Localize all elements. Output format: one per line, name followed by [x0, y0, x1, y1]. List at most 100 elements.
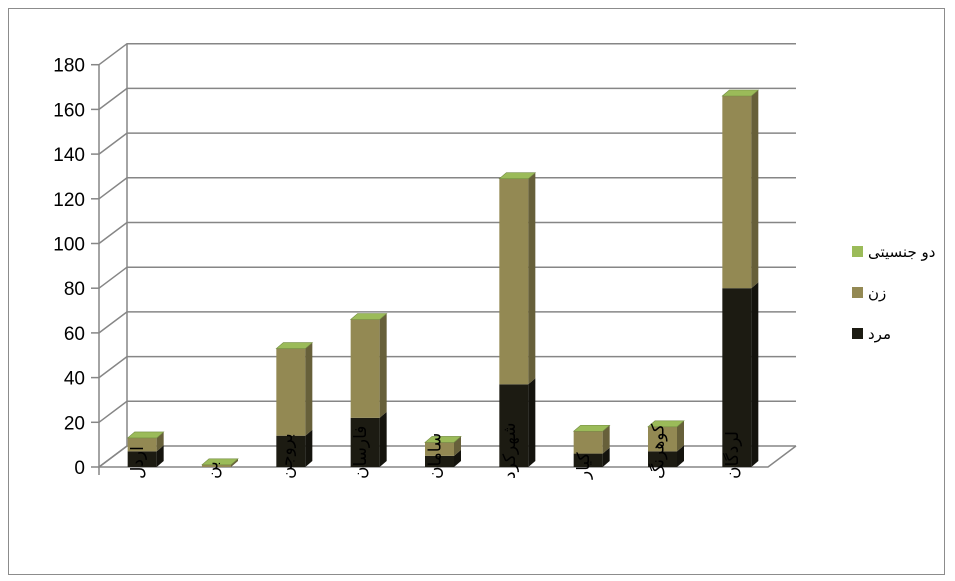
- y-tick-label: 100: [53, 235, 85, 256]
- bar-segment: [722, 89, 759, 289]
- y-tick-label: 60: [64, 324, 85, 345]
- bar-segment: [722, 282, 759, 467]
- category-label: کیار: [574, 451, 594, 480]
- category-label: کوهرنگ: [648, 423, 669, 479]
- category-label: بروجن: [277, 433, 297, 479]
- bar-top: [647, 420, 685, 428]
- bar-front: [573, 431, 603, 454]
- bar-segment: [276, 429, 313, 467]
- bar-side: [305, 342, 313, 436]
- category-label: اردل: [128, 446, 148, 479]
- bar-top: [201, 458, 239, 466]
- bar-side: [528, 378, 536, 467]
- bar-segment: [350, 313, 387, 418]
- back-wall-edge: [98, 43, 128, 469]
- floor-edge: [99, 445, 797, 468]
- bar-side: [677, 445, 684, 467]
- legend-swatch: [852, 328, 863, 339]
- category-label: فارسان: [351, 426, 371, 479]
- bar-segment: [425, 436, 461, 456]
- bar-front: [276, 348, 306, 436]
- legend: دو جنسیتی زن مرد: [852, 243, 935, 343]
- y-tick-label: 40: [64, 369, 85, 390]
- bar-segment: [573, 425, 610, 454]
- legend-item: دو جنسیتی: [852, 243, 935, 261]
- bar-segment: [350, 411, 387, 467]
- bars: [126, 89, 760, 467]
- bar-top: [498, 172, 537, 179]
- bar-top: [349, 313, 388, 320]
- bar-front: [127, 451, 157, 467]
- gridline: [98, 445, 796, 468]
- bar-side: [379, 313, 387, 418]
- y-tick-label: 20: [64, 413, 85, 434]
- bar-top: [424, 436, 462, 443]
- bar-side: [231, 458, 238, 467]
- bar-segment: [425, 449, 461, 467]
- y-tick-label: 80: [64, 279, 85, 300]
- bar-segment: [648, 445, 684, 467]
- bar-side: [305, 429, 313, 467]
- y-tick-label: 180: [53, 56, 85, 77]
- bar-top: [126, 431, 165, 439]
- bar-top: [572, 424, 611, 432]
- gridline: [98, 311, 796, 334]
- legend-swatch: [852, 246, 863, 257]
- x-axis-categories: اردل بن بروجن فارسان سامان شهرکرد کیار کوهرنگ لر…: [128, 422, 743, 480]
- bar-side: [602, 425, 610, 454]
- bar-front: [425, 442, 454, 456]
- category-label: شهرکرد: [500, 422, 520, 479]
- legend-item: زن: [852, 284, 886, 302]
- bar-front: [722, 288, 752, 467]
- y-axis-ticks: 0 20 40 60 80 100 120 140 160 180: [53, 56, 85, 479]
- y-tick-label: 120: [53, 190, 85, 211]
- legend-swatch: [852, 287, 863, 298]
- gridline: [98, 400, 796, 423]
- bar-front: [127, 437, 157, 452]
- bar-front: [425, 455, 454, 467]
- chart-frame: [8, 8, 945, 575]
- gridline: [98, 355, 796, 379]
- bar-side: [751, 89, 759, 289]
- bar-side: [156, 445, 164, 467]
- gridline: [98, 87, 796, 111]
- bar-segment: [127, 445, 164, 467]
- bar-front: [573, 453, 603, 467]
- bar-segment: [499, 378, 536, 467]
- gridlines: [91, 42, 796, 468]
- bar-front: [648, 426, 677, 452]
- bar-segment: [276, 342, 313, 436]
- legend-item: مرد: [852, 325, 891, 343]
- bar-front: [499, 384, 529, 467]
- category-label: بن: [203, 461, 223, 479]
- gridline: [98, 266, 796, 289]
- bar-side: [677, 420, 684, 452]
- bar-side: [528, 172, 536, 385]
- bar-front: [722, 95, 752, 289]
- y-tick-label: 160: [53, 100, 85, 121]
- bar-top: [721, 89, 760, 97]
- gridline: [98, 42, 796, 66]
- bar-segment: [573, 447, 610, 467]
- category-label: لردگان: [722, 431, 743, 479]
- bar-front: [499, 178, 529, 385]
- bar-front: [648, 451, 677, 467]
- bar-side: [602, 447, 610, 467]
- y-tick-label: 0: [74, 458, 85, 479]
- bar-segment: [648, 420, 684, 452]
- bar-segment: [499, 172, 536, 385]
- bar-front: [350, 417, 380, 467]
- bar-front: [350, 319, 380, 418]
- bar-front: [276, 435, 306, 467]
- legend-label: مرد: [868, 325, 891, 343]
- bar-side: [379, 411, 387, 467]
- legend-label: زن: [868, 284, 886, 302]
- gridline: [98, 221, 796, 245]
- bar-side: [751, 282, 759, 467]
- legend-label: دو جنسیتی: [868, 243, 935, 261]
- category-label: سامان: [426, 433, 446, 479]
- chart-walls: [98, 43, 797, 475]
- gridline: [98, 177, 796, 200]
- bar-front: [202, 464, 231, 467]
